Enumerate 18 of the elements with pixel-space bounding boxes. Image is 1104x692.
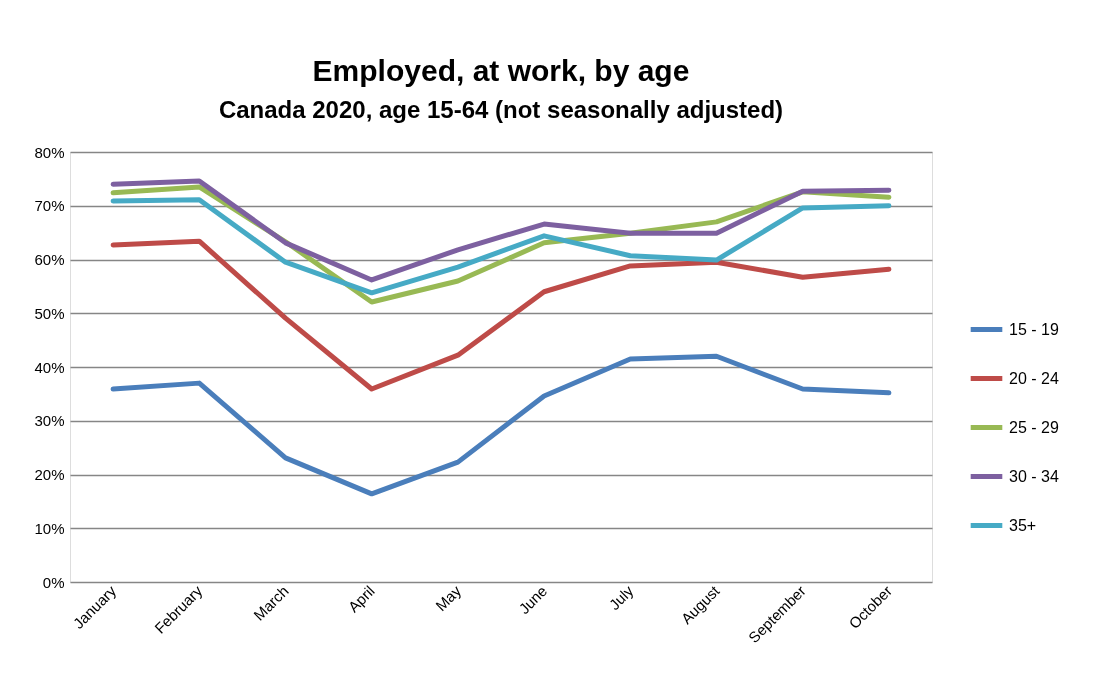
y-tick-label: 70% bbox=[34, 197, 65, 215]
y-tick-label: 30% bbox=[34, 412, 65, 430]
y-tick-label: 40% bbox=[34, 358, 65, 376]
y-tick-label: 60% bbox=[34, 251, 65, 268]
legend-label: 15 - 19 bbox=[1009, 320, 1059, 338]
x-tick-label: May bbox=[431, 581, 465, 615]
legend-label: 35+ bbox=[1009, 516, 1037, 534]
legend-label: 25 - 29 bbox=[1009, 418, 1059, 436]
y-tick-label: 50% bbox=[34, 304, 65, 322]
x-tick-label: July bbox=[605, 581, 637, 614]
y-tick-label: 0% bbox=[42, 573, 65, 591]
legend-label: 30 - 34 bbox=[1009, 467, 1059, 485]
y-tick-label: 10% bbox=[34, 519, 65, 537]
chart-subtitle: Canada 2020, age 15-64 (not seasonally adjusted) bbox=[218, 96, 784, 123]
chart-title: Employed, at work, by age bbox=[312, 54, 690, 87]
y-tick-label: 80% bbox=[34, 143, 65, 161]
legend-label: 20 - 24 bbox=[1009, 369, 1059, 387]
y-tick-label: 20% bbox=[34, 466, 65, 483]
